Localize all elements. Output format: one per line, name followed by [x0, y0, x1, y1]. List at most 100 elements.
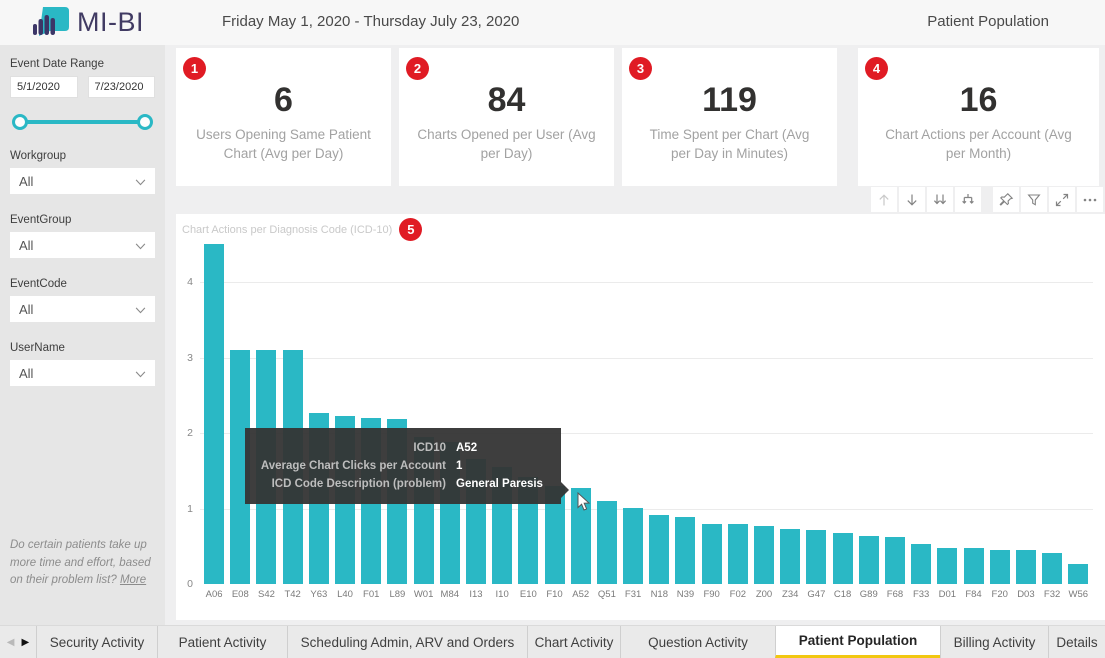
bar-chart-visual: Chart Actions per Diagnosis Code (ICD-10…	[176, 214, 1105, 620]
bar-F32[interactable]	[1042, 553, 1063, 584]
chevron-down-icon	[135, 366, 146, 381]
expand-all-icon[interactable]	[955, 187, 981, 212]
tab-scheduling-admin-arv-and-orders[interactable]: Scheduling Admin, ARV and Orders	[287, 626, 527, 658]
event-date-range-label: Event Date Range	[10, 58, 104, 70]
chart-title: Chart Actions per Diagnosis Code (ICD-10…	[182, 223, 393, 236]
bar-slot	[672, 517, 698, 584]
kpi-value: 84	[487, 81, 526, 120]
bar-N18[interactable]	[649, 515, 670, 584]
gridline-y3	[200, 357, 1093, 359]
x-axis-label-F20: F20	[991, 589, 1008, 600]
username-dropdown[interactable]: All	[10, 360, 155, 386]
bar-E08[interactable]	[230, 350, 251, 584]
slider-handle-end[interactable]	[137, 114, 153, 130]
bar-slot	[1039, 553, 1065, 584]
show-next-level-icon[interactable]	[927, 187, 953, 212]
eventcode-dropdown[interactable]: All	[10, 296, 155, 322]
kpi-label: Chart Actions per Account (Avg per Month…	[885, 127, 1072, 161]
tooltip-value: 1	[456, 460, 463, 472]
gridline-y2	[200, 433, 1093, 434]
tooltip-value: General Paresis	[456, 478, 543, 490]
bar-slot	[882, 537, 908, 584]
tab-billing-activity[interactable]: Billing Activity	[940, 626, 1048, 658]
tab-patient-population[interactable]: Patient Population	[775, 626, 940, 658]
tab-patient-activity[interactable]: Patient Activity	[157, 626, 287, 658]
bar-slot	[803, 530, 829, 584]
kpi-value: 6	[274, 81, 293, 120]
y-axis-tick-4: 4	[187, 276, 193, 288]
bar-G89[interactable]	[858, 536, 879, 584]
x-axis-label-F90: F90	[703, 589, 720, 600]
chevron-down-icon	[135, 302, 146, 317]
bar-N39[interactable]	[675, 517, 696, 584]
next-page-arrow-icon[interactable]: ▶	[21, 636, 30, 648]
tooltip-row: ICD Code Description (problem) General Pa…	[253, 475, 549, 493]
y-axis-tick-3: 3	[187, 351, 193, 364]
bar-F84[interactable]	[963, 548, 984, 584]
x-axis-label-F31: F31	[624, 589, 642, 600]
bar-D01[interactable]	[937, 548, 958, 584]
tab-security-activity[interactable]: Security Activity	[36, 626, 157, 658]
tooltip-label: Average Chart Clicks per Account	[260, 460, 446, 472]
kpi-card-row: 1 6 Users Opening Same Patient Chart (Avg …	[176, 48, 1099, 186]
bar-Z34[interactable]	[780, 529, 801, 584]
x-axis-label-M84: M84	[440, 589, 460, 600]
kpi-label: Time Spent per Chart (Avg per Day in Min…	[649, 127, 810, 161]
x-axis-label-F33: F33	[912, 589, 930, 600]
bar-W56[interactable]	[1068, 564, 1089, 584]
filter-label-username: UserName	[10, 342, 65, 354]
bar-F33[interactable]	[911, 544, 932, 584]
x-axis-label-A06: A06	[205, 589, 223, 600]
y-axis-tick-1: 1	[187, 502, 193, 515]
kpi-label: Users Opening Same Patient Chart (Avg pe…	[196, 127, 371, 161]
focus-mode-icon[interactable]	[1049, 187, 1075, 212]
filter-block-eventgroup: EventGroup All	[10, 214, 155, 258]
tab-question-activity[interactable]: Question Activity	[620, 626, 775, 658]
bar-F31[interactable]	[623, 508, 644, 584]
bar-slot	[594, 501, 620, 584]
kpi-value: 16	[959, 81, 998, 120]
y-axis-tick-2: 2	[187, 427, 193, 439]
bar-F02[interactable]	[727, 524, 748, 584]
more-options-icon[interactable]	[1077, 187, 1103, 212]
workgroup-dropdown[interactable]: All	[10, 168, 155, 194]
report-page-title: Patient Population	[927, 13, 1049, 30]
drill-up-icon	[871, 187, 897, 212]
bar-F20[interactable]	[989, 550, 1010, 584]
filter-label-eventgroup: EventGroup	[10, 214, 72, 226]
kpi-card-2: 2 84 Charts Opened per User (Avg per Day)	[399, 48, 614, 186]
x-axis-label-E08: E08	[231, 589, 249, 600]
x-axis-label-S42: S42	[258, 589, 275, 600]
tab-chart-activity[interactable]: Chart Activity	[527, 626, 620, 658]
bar-F10[interactable]	[544, 486, 565, 584]
eventgroup-dropdown[interactable]: All	[10, 232, 155, 258]
x-axis-label-L40: L40	[337, 589, 353, 600]
bar-G47[interactable]	[806, 530, 827, 584]
filter-icon[interactable]	[1021, 187, 1047, 212]
bar-A52[interactable]	[570, 488, 591, 584]
end-date-input[interactable]	[87, 76, 155, 98]
pin-icon[interactable]	[993, 187, 1019, 212]
bar-Q51[interactable]	[596, 501, 617, 584]
bar-Z00[interactable]	[754, 526, 775, 584]
chart-plot-area: 0 1 2 3 4 A06 E08 S42 T42 Y63 L40 F01 L89 W01 M84 I13 I1…	[176, 214, 1105, 620]
footnote-more-link[interactable]: More	[119, 573, 147, 586]
slider-handle-start[interactable]	[12, 114, 28, 130]
tooltip-label: ICD Code Description (problem)	[271, 478, 446, 490]
bar-slot	[541, 486, 567, 584]
bar-A06[interactable]	[204, 244, 225, 584]
gridline-y1	[200, 508, 1093, 510]
bar-F90[interactable]	[701, 524, 722, 584]
date-range-slider[interactable]	[12, 114, 153, 130]
bar-C18[interactable]	[832, 533, 853, 584]
x-axis-label-A52: A52	[572, 589, 590, 600]
start-date-input[interactable]	[10, 76, 78, 98]
bar-F68[interactable]	[884, 537, 905, 584]
x-axis-label-I10: I10	[495, 589, 509, 600]
tab-details[interactable]: Details	[1048, 626, 1105, 658]
drill-down-icon[interactable]	[899, 187, 925, 212]
bar-D03[interactable]	[1015, 550, 1036, 584]
prev-page-arrow-icon[interactable]: ◀	[6, 636, 15, 648]
x-axis-label-L89: L89	[389, 589, 406, 600]
bar-slot	[699, 524, 725, 584]
